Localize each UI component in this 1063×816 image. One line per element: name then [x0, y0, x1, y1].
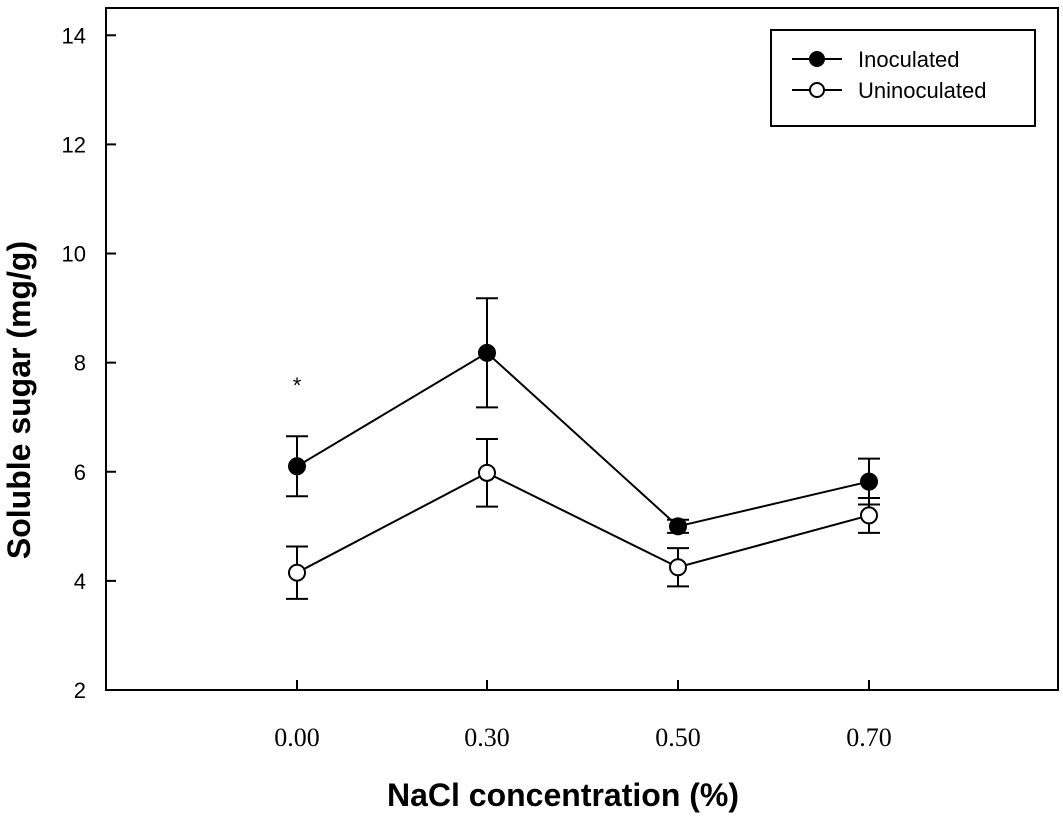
- y-tick-label: 14: [62, 23, 86, 48]
- data-point: [669, 517, 687, 536]
- series-layer: [286, 297, 880, 600]
- annotation-layer: *: [293, 373, 302, 398]
- x-axis-ticks: 0.00 0.30 0.50 0.70: [274, 680, 892, 752]
- data-point: [860, 506, 878, 525]
- y-tick-label: 4: [74, 569, 86, 594]
- series-uninoculated: [286, 438, 880, 600]
- x-tick-label: 0.50: [655, 723, 701, 752]
- significance-asterisk: *: [293, 373, 302, 398]
- data-point: [478, 463, 496, 482]
- data-point: [478, 343, 496, 362]
- legend: Inoculated Uninoculated: [770, 29, 1036, 127]
- plot-border: [105, 7, 1059, 691]
- legend-marker-inoculated: [809, 51, 825, 67]
- data-point: [288, 563, 306, 582]
- y-tick-label: 2: [74, 678, 86, 703]
- y-tick-label: 8: [74, 351, 86, 376]
- legend-label-inoculated: Inoculated: [858, 47, 960, 72]
- plot-frame: [105, 7, 1059, 691]
- y-axis-title: Soluble sugar (mg/g): [1, 241, 37, 559]
- legend-marker-uninoculated: [809, 82, 825, 98]
- y-axis-ticks: 2 4 6 8 10 12 14: [62, 23, 116, 703]
- data-point: [669, 558, 687, 577]
- y-tick-label: 12: [62, 132, 86, 157]
- y-tick-label: 6: [74, 460, 86, 485]
- x-tick-label: 0.00: [274, 723, 320, 752]
- series-inoculated: [286, 297, 880, 536]
- series-line: [296, 471, 870, 574]
- x-tick-label: 0.30: [464, 723, 510, 752]
- series-line: [296, 351, 870, 528]
- x-tick-label: 0.70: [846, 723, 892, 752]
- data-point: [860, 472, 878, 491]
- data-point: [288, 457, 306, 476]
- y-tick-label: 10: [62, 242, 86, 267]
- legend-box: [770, 29, 1036, 127]
- x-axis-title: NaCl concentration (%): [387, 777, 739, 813]
- legend-label-uninoculated: Uninoculated: [858, 78, 986, 103]
